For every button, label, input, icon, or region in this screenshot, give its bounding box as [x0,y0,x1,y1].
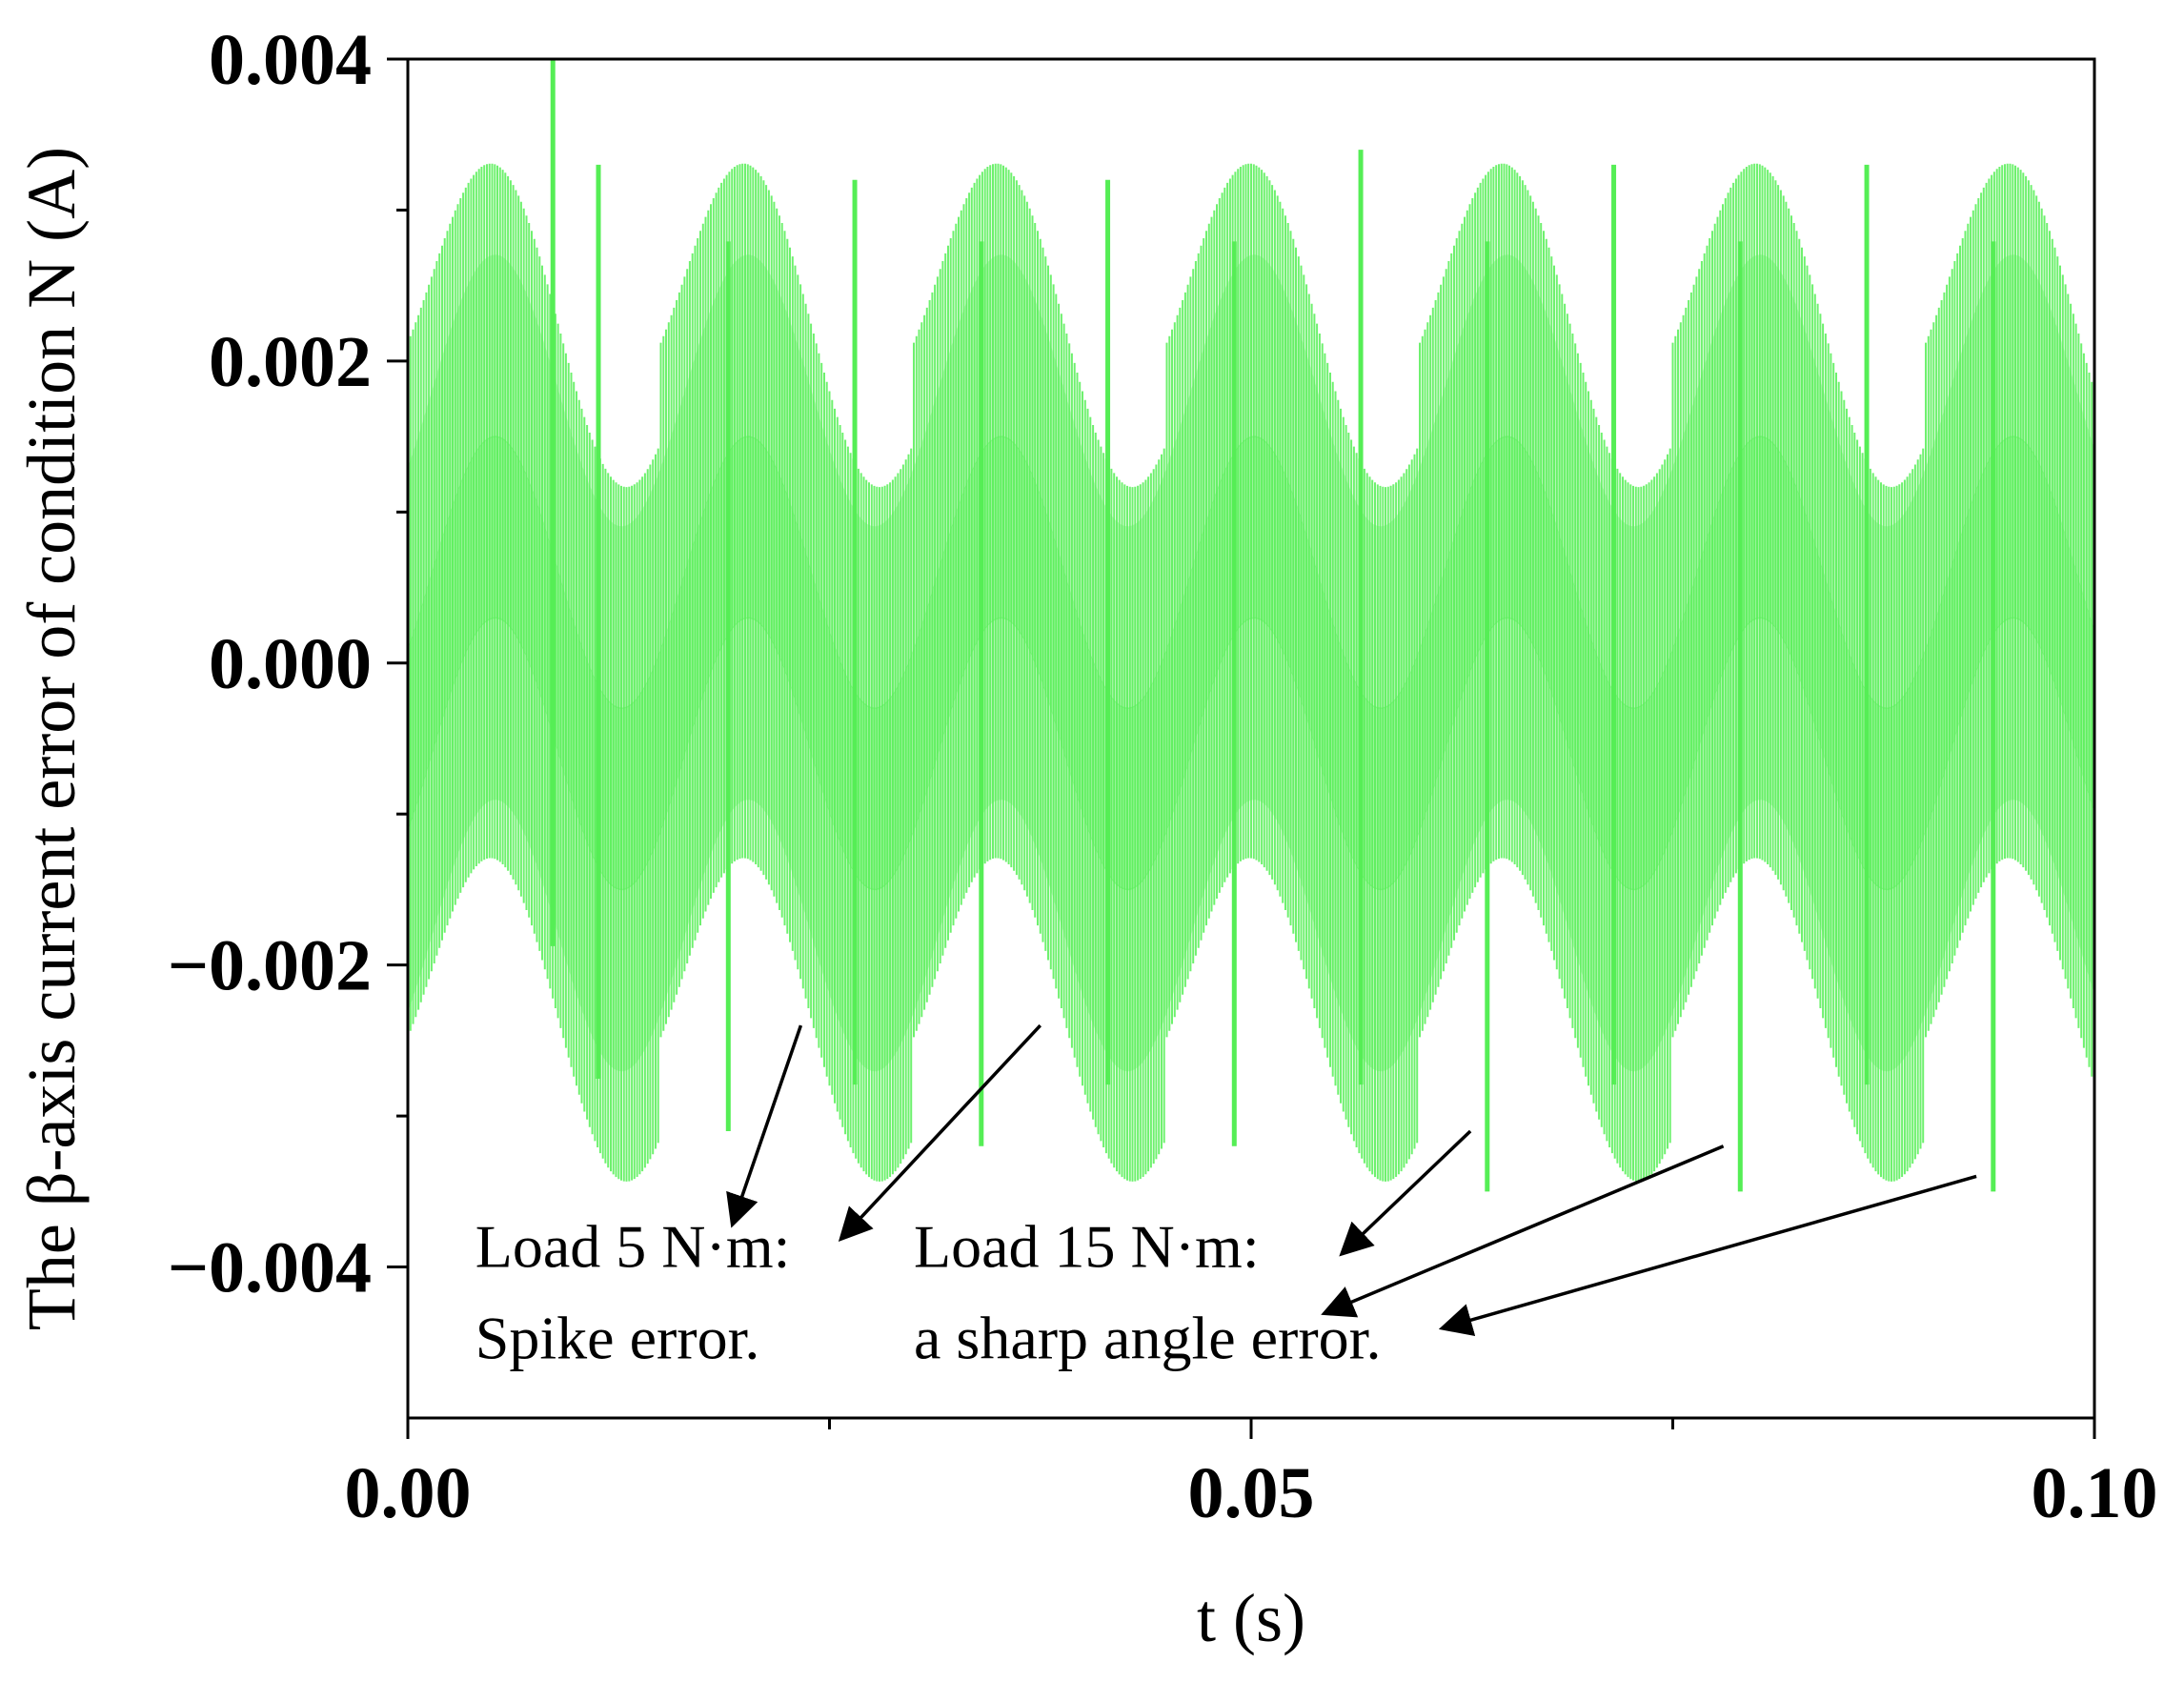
y-tick-label: 0.004 [209,20,372,100]
annotation-arrow [726,1024,803,1228]
annotation-text: Load 5 N·m: [475,1213,791,1281]
annotation-text: Spike error. [475,1305,760,1372]
annotation-text: Load 15 N·m: [914,1213,1260,1281]
y-tick-label: −0.004 [168,1228,372,1308]
x-tick-label: 0.00 [345,1453,472,1533]
y-tick-label: 0.002 [209,322,372,402]
annotation-1: Load 5 N·m: Spike error. [475,1023,1042,1372]
axis-tick-labels: 0.004 0.002 0.000 −0.002 −0.004 0.00 0.05 0.10 [168,20,2158,1533]
x-axis-title: t (s) [1197,1580,1305,1656]
x-tick-label: 0.10 [2032,1453,2158,1533]
annotation-2: Load 15 N·m: a sharp angle error. [914,1129,1977,1372]
x-tick-label: 0.05 [1188,1453,1315,1533]
annotation-arrow [1339,1129,1472,1257]
series-ripple [408,163,2094,1182]
y-axis-title: The β-axis current error of condition N … [13,147,90,1330]
annotation-arrow [1438,1174,1977,1337]
annotation-text: a sharp angle error. [914,1305,1381,1372]
series-spikes [550,59,1996,1192]
y-tick-label: −0.002 [168,926,372,1006]
annotation-arrow [1321,1144,1725,1318]
plot-area [408,59,2094,1192]
annotation-arrow [838,1023,1042,1242]
annotations: Load 5 N·m: Spike error. Load 15 N·m: a sha… [475,1023,1977,1372]
axis-ticks [387,57,2096,1439]
y-tick-label: 0.000 [209,624,372,704]
